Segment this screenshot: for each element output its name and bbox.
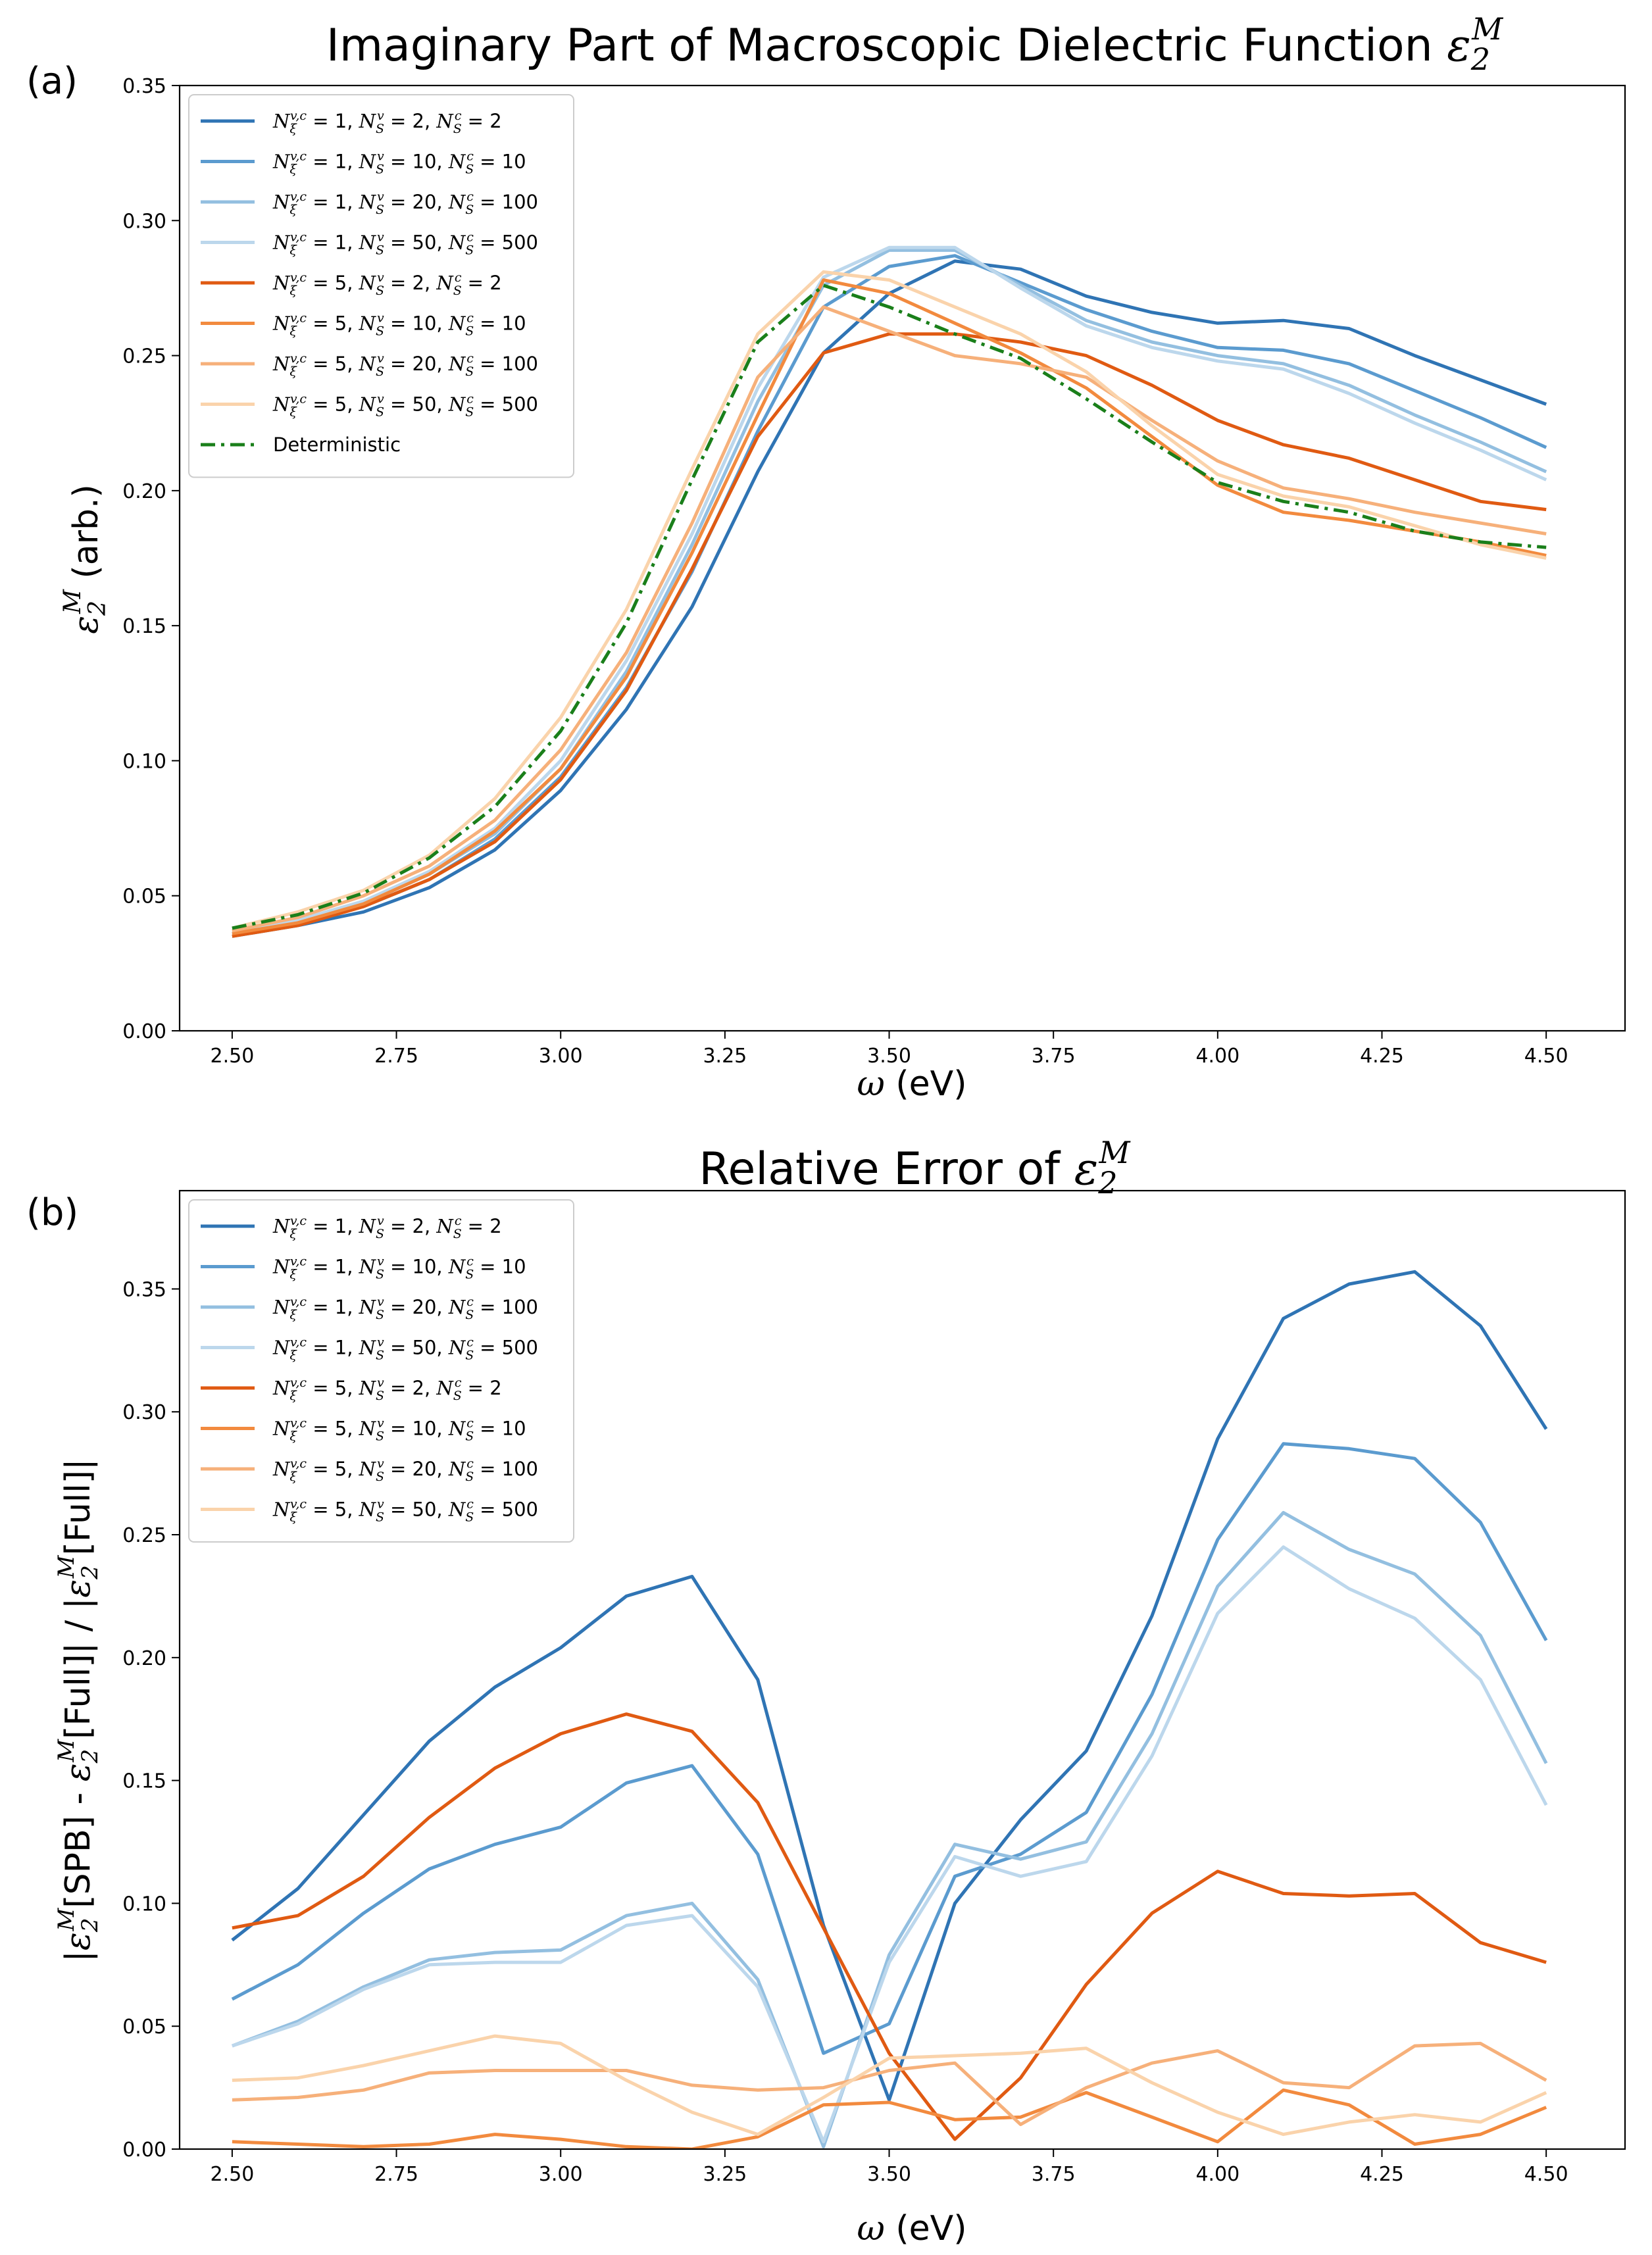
series-line-8 — [232, 2034, 1547, 2137]
panel-b-series — [231, 1270, 1548, 2149]
y-tick-label: 0.30 — [122, 1401, 166, 1424]
legend-box — [188, 94, 574, 478]
panel-b: (b) Relative Error of ε2M 2.50 2.75 3.00 3.… — [26, 1135, 1626, 2248]
series-line-7 — [232, 2041, 1547, 2127]
x-tick-label: 3.25 — [703, 1045, 747, 1068]
panel-a-label: (a) — [26, 60, 78, 103]
x-tick-label: 2.50 — [210, 2163, 254, 2186]
legend-entry: Nξv,c = 5, NSv = 10, NSc = 10 — [272, 311, 526, 339]
panel-b-label: (b) — [26, 1191, 78, 1234]
series-line-5 — [232, 332, 1547, 938]
y-tick-label: 0.35 — [122, 75, 166, 98]
legend-entry: Nξv,c = 1, NSv = 20, NSc = 100 — [272, 189, 538, 217]
legend-entry: Deterministic — [273, 434, 401, 456]
series-line-9 — [232, 284, 1547, 930]
y-tick-label: 0.10 — [122, 1893, 166, 1916]
y-tick-label: 0.15 — [122, 615, 166, 638]
panel-b-plot-frame — [178, 1189, 1626, 2150]
x-tick-label: 3.75 — [1032, 1045, 1076, 1068]
panel-b-y-axis-label: |ε2M[SPB] - ε2M[Full]| / |ε2M[Full]| — [53, 1458, 103, 1962]
panel-a-ticks: 2.50 2.75 3.00 3.25 3.50 3.75 4.00 4.25 4.50 0.00… — [122, 75, 1568, 1068]
series-line-8 — [232, 270, 1547, 930]
series-line-4 — [232, 245, 1547, 933]
panel-a-y-axis-label: ε2M (arb.) — [59, 484, 111, 634]
panel-a-title: Imaginary Part of Macroscopic Dielectric… — [326, 11, 1504, 77]
x-tick-label: 3.75 — [1032, 2163, 1076, 2186]
series-line-5 — [232, 1712, 1547, 2141]
y-tick-label: 0.15 — [122, 1770, 166, 1793]
panel-b-legend: Nξv,c = 1, NSv = 2, NSc = 2 Nξv,c = 1, NS… — [188, 1199, 574, 1543]
x-tick-label: 3.50 — [867, 1045, 911, 1068]
series-line-3 — [232, 1510, 1548, 2148]
panel-a: (a) Imaginary Part of Macroscopic Dielec… — [26, 11, 1626, 1104]
x-tick-label: 3.00 — [539, 2163, 583, 2186]
y-tick-label: 0.00 — [122, 1020, 166, 1043]
series-line-7 — [232, 305, 1547, 933]
y-tick-label: 0.35 — [122, 1278, 166, 1301]
panel-a-x-axis-label: ω (eV) — [857, 1064, 966, 1104]
legend-entry: Nξv,c = 1, NSv = 50, NSc = 500 — [272, 1335, 538, 1363]
panel-b-title: Relative Error of ε2M — [699, 1135, 1131, 1201]
series-line-2 — [231, 1442, 1548, 2055]
panel-a-legend: Nξv,c = 1, NSv = 2, NSc = 2 Nξv,c = 1, NS… — [188, 94, 574, 478]
y-tick-label: 0.20 — [122, 1647, 166, 1670]
series-line-4 — [232, 1545, 1548, 2144]
legend-entry: Nξv,c = 5, NSv = 2, NSc = 2 — [272, 270, 502, 298]
series-line-6 — [232, 278, 1547, 935]
x-tick-label: 2.50 — [210, 1045, 254, 1068]
x-tick-label: 2.75 — [374, 2163, 418, 2186]
legend-entry: Nξv,c = 1, NSv = 20, NSc = 100 — [272, 1295, 538, 1322]
x-tick-label: 4.00 — [1195, 1045, 1239, 1068]
y-tick-label: 0.30 — [122, 210, 166, 233]
legend-box — [188, 1199, 574, 1543]
y-tick-label: 0.20 — [122, 480, 166, 503]
y-tick-label: 0.10 — [122, 750, 166, 773]
y-tick-label: 0.25 — [122, 1524, 166, 1547]
x-tick-label: 4.50 — [1524, 2163, 1568, 2186]
x-tick-label: 4.25 — [1360, 2163, 1404, 2186]
legend-entry: Nξv,c = 5, NSv = 50, NSc = 500 — [272, 1497, 538, 1525]
x-tick-label: 3.50 — [867, 2163, 911, 2186]
y-tick-label: 0.25 — [122, 345, 166, 368]
x-tick-label: 4.25 — [1360, 1045, 1404, 1068]
panel-b-ticks: 2.50 2.75 3.00 3.25 3.50 3.75 4.00 4.25 4.50 0.00… — [122, 1278, 1568, 2186]
y-tick-label: 0.00 — [122, 2139, 166, 2162]
x-tick-label: 2.75 — [374, 1045, 418, 1068]
panel-a-plot-frame — [178, 84, 1626, 1032]
x-tick-label: 4.00 — [1195, 2163, 1239, 2186]
y-tick-label: 0.05 — [122, 885, 166, 908]
x-tick-label: 4.50 — [1524, 1045, 1568, 1068]
legend-entry: Nξv,c = 1, NSv = 10, NSc = 10 — [272, 149, 526, 177]
legend-entry: Nξv,c = 1, NSv = 10, NSc = 10 — [272, 1254, 526, 1282]
legend-entry: Nξv,c = 1, NSv = 2, NSc = 2 — [272, 1214, 502, 1241]
legend-entry: Nξv,c = 5, NSv = 50, NSc = 500 — [272, 392, 538, 420]
panel-a-series — [232, 245, 1547, 938]
x-tick-label: 3.25 — [703, 2163, 747, 2186]
y-tick-label: 0.05 — [122, 2016, 166, 2039]
series-line-6 — [232, 2088, 1547, 2149]
series-line-1 — [231, 1270, 1548, 2102]
legend-entry: Nξv,c = 5, NSv = 20, NSc = 100 — [272, 351, 538, 379]
legend-entry: Nξv,c = 5, NSv = 20, NSc = 100 — [272, 1456, 538, 1484]
legend-entry: Nξv,c = 1, NSv = 2, NSc = 2 — [272, 109, 502, 136]
legend-entry: Nξv,c = 5, NSv = 2, NSc = 2 — [272, 1375, 502, 1403]
panel-b-x-axis-label: ω (eV) — [857, 2209, 966, 2248]
legend-entry: Nξv,c = 5, NSv = 10, NSc = 10 — [272, 1416, 526, 1444]
legend-entry: Nξv,c = 1, NSv = 50, NSc = 500 — [272, 230, 538, 258]
x-tick-label: 3.00 — [539, 1045, 583, 1068]
